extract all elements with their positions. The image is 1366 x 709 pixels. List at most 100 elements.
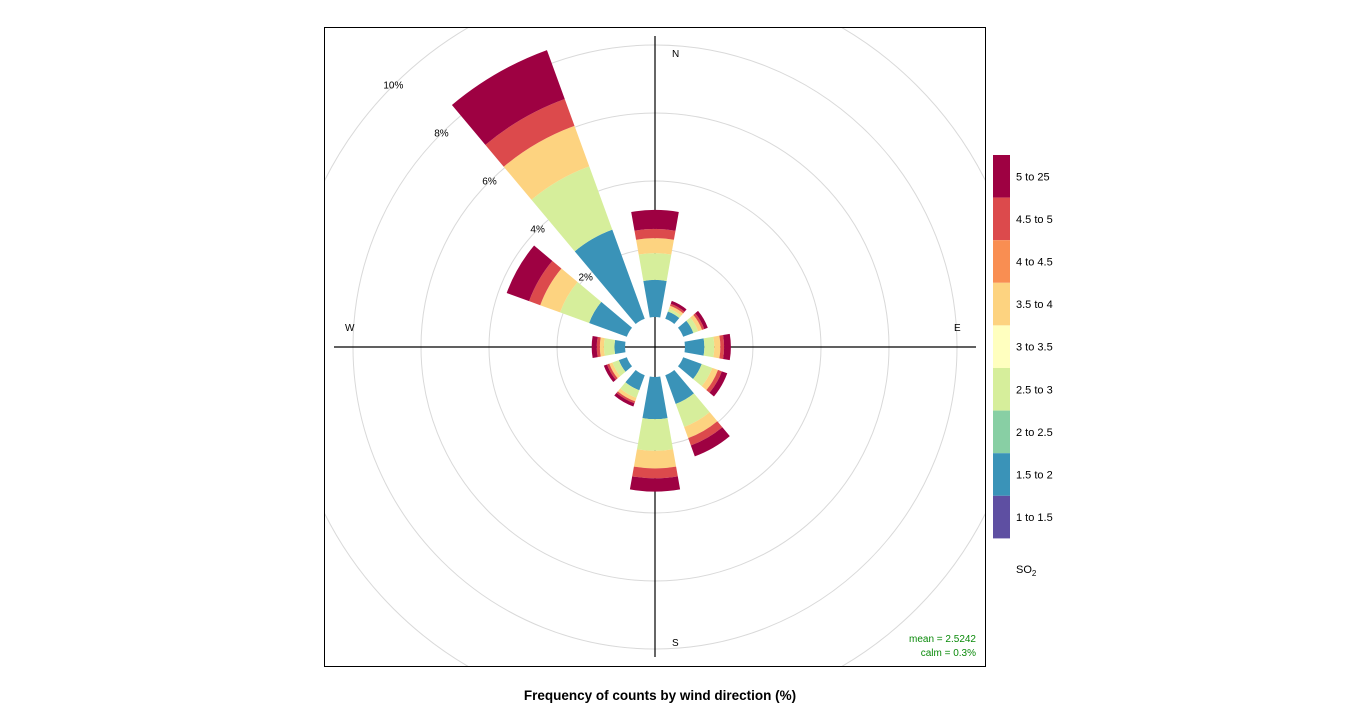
sector-band (690, 314, 703, 332)
sector-band (684, 412, 718, 439)
sectors (451, 50, 731, 492)
sector-band (609, 362, 621, 379)
sector-band (634, 228, 676, 240)
sector-330 (451, 50, 645, 325)
sector-band (638, 253, 672, 281)
sector-band (451, 50, 565, 145)
sector-band (616, 391, 636, 404)
legend-label: 1 to 1.5 (1016, 512, 1053, 524)
sector-band (706, 369, 722, 393)
sector-band (636, 238, 674, 255)
sector-band (603, 364, 616, 383)
legend-label: 4 to 4.5 (1016, 257, 1053, 269)
sector-band (614, 339, 626, 355)
sector-band (614, 392, 635, 407)
radial-tick-label: 2% (578, 273, 593, 284)
sector-60 (677, 310, 708, 337)
radial-tick-label: 6% (482, 177, 497, 188)
label-west: W (345, 323, 355, 334)
sector-band (636, 418, 674, 451)
legend-swatch (993, 410, 1010, 454)
sector-band (506, 245, 553, 302)
sector-band (709, 371, 728, 397)
sector-210 (614, 369, 645, 407)
sector-band (625, 369, 645, 391)
legend-swatch (993, 325, 1010, 368)
sector-band (713, 335, 721, 359)
sector-band (607, 363, 618, 380)
sector-30 (665, 300, 687, 325)
radial-tick-label: 8% (434, 128, 449, 139)
sector-band (667, 308, 682, 319)
sector-band (703, 336, 715, 358)
legend-swatch (993, 155, 1010, 198)
legend-swatch (993, 368, 1010, 411)
chart-title: Frequency of counts by wind direction (%… (524, 688, 796, 703)
sector-band (684, 338, 705, 356)
legend-label: 4.5 to 5 (1016, 214, 1053, 226)
sector-band (701, 367, 719, 391)
legend-swatch (993, 240, 1010, 283)
sector-band (574, 229, 645, 325)
legend-title: SO2 (1016, 564, 1037, 578)
sector-band (591, 336, 598, 358)
sector-band (643, 279, 667, 318)
sector-band (540, 268, 578, 313)
legend-swatch (993, 495, 1010, 539)
sector-band (693, 364, 713, 387)
legend-label: 1.5 to 2 (1016, 470, 1053, 482)
sector-270 (591, 336, 626, 358)
sector-band (686, 317, 699, 334)
sector-band (596, 336, 601, 358)
sector-band (589, 301, 633, 337)
sector-150 (665, 369, 730, 457)
sector-band (632, 466, 678, 479)
sector-240 (603, 357, 633, 383)
sector-band (668, 305, 684, 316)
sector-band (677, 320, 694, 337)
sector-band (503, 125, 590, 200)
sector-band (633, 449, 677, 469)
label-east: E (954, 323, 961, 334)
legend-swatch (993, 197, 1010, 241)
sector-band (693, 313, 705, 330)
sector-band (529, 260, 562, 306)
legend-label: 5 to 25 (1016, 171, 1050, 183)
sector-band (719, 335, 725, 359)
mean-stat: mean = 2.5242 (909, 634, 976, 645)
sector-band (670, 303, 685, 314)
legend-swatch (993, 282, 1010, 326)
sector-band (531, 166, 613, 252)
legend-label: 2.5 to 3 (1016, 384, 1053, 396)
radial-tick-label: 4% (530, 225, 545, 236)
sector-band (618, 357, 633, 372)
sector-0 (631, 209, 679, 318)
legend-swatch (993, 453, 1010, 496)
sector-band (690, 427, 730, 457)
sector-band (612, 360, 626, 377)
sector-band (560, 282, 602, 324)
sector-band (723, 333, 731, 361)
sector-band (485, 98, 575, 167)
sector-band (631, 209, 679, 231)
sector-band (695, 310, 708, 330)
calm-stat: calm = 0.3% (921, 648, 976, 659)
legend: 5 to 25 4.5 to 5 4 to 4.5 3.5 to 4 3 to 3.5 2… (993, 155, 1053, 539)
legend-label: 2 to 2.5 (1016, 427, 1053, 439)
sector-band (675, 393, 710, 427)
sector-band (620, 382, 640, 398)
sector-band (629, 476, 681, 492)
sector-band (642, 376, 668, 420)
sector-180 (629, 376, 681, 492)
sector-90 (684, 333, 731, 361)
sector-300 (506, 245, 633, 337)
label-north: N (672, 49, 679, 60)
sector-band (599, 337, 605, 357)
sector-band (603, 338, 616, 356)
sector-band (665, 311, 680, 325)
sector-120 (677, 357, 728, 397)
legend-label: 3 to 3.5 (1016, 342, 1053, 354)
legend-label: 3.5 to 4 (1016, 299, 1053, 311)
plot-frame (324, 27, 986, 667)
